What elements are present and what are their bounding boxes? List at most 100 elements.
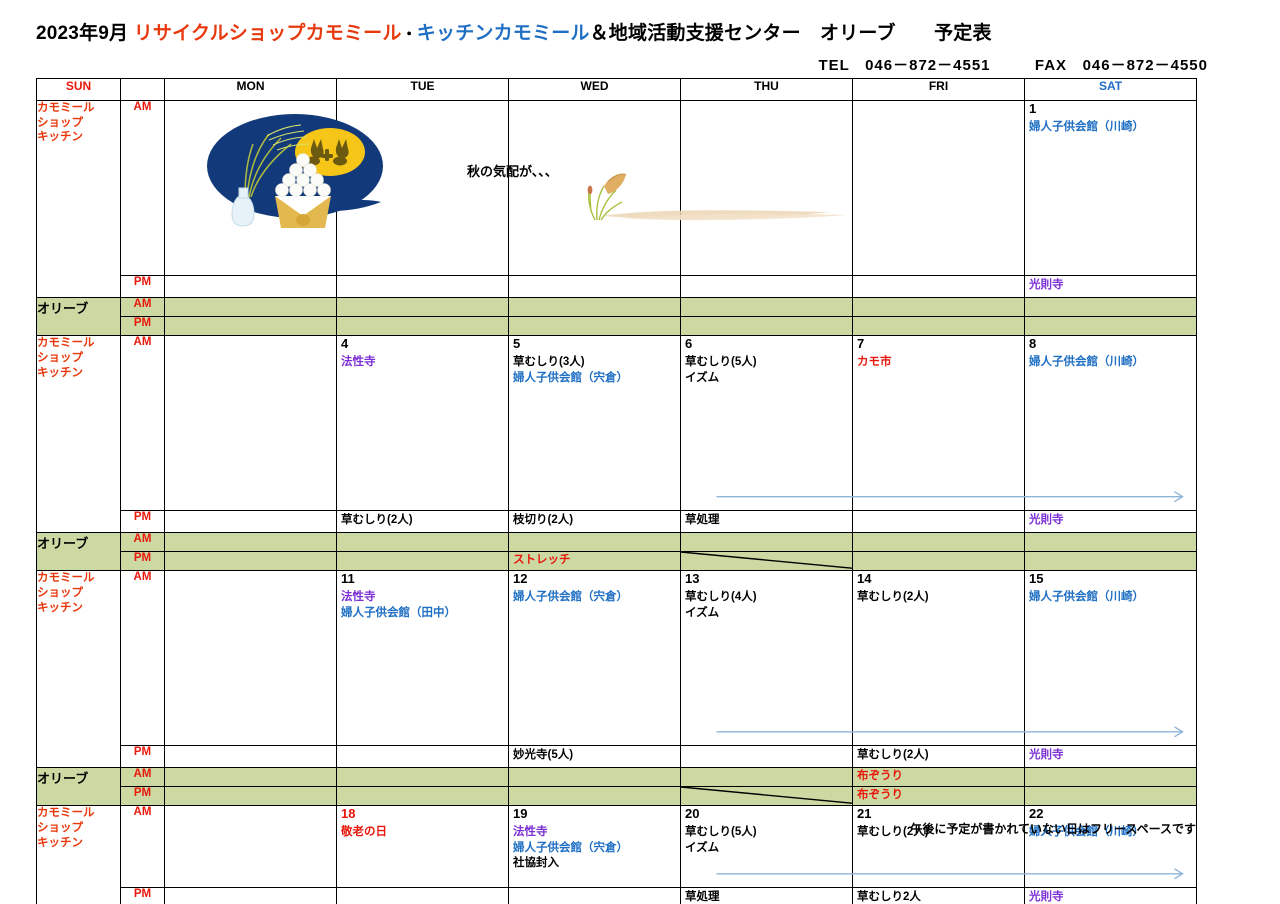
olive-cell-am[interactable] <box>336 297 509 318</box>
event-entry[interactable] <box>510 769 680 771</box>
event-entry[interactable]: 婦人子供会館（宍倉） <box>513 371 628 384</box>
event-entry[interactable]: 法性寺 <box>513 826 548 839</box>
olive-cell-am[interactable] <box>508 767 681 788</box>
event-entry[interactable] <box>510 889 680 891</box>
olive-cell-am[interactable] <box>508 532 681 553</box>
event-entry[interactable]: 法性寺 <box>341 591 376 604</box>
event-entry[interactable] <box>166 889 336 891</box>
olive-cell-pm[interactable] <box>852 316 1025 337</box>
event-entry[interactable]: 光則寺 <box>1029 279 1064 292</box>
event-entry[interactable]: イズム <box>685 371 720 384</box>
event-entry[interactable] <box>510 318 680 320</box>
day-cell-am[interactable]: 5 草むしり(3人) 婦人子供会館（宍倉） <box>508 335 681 512</box>
olive-cell-pm[interactable] <box>164 551 337 572</box>
event-entry[interactable]: 草処理 <box>685 514 720 527</box>
olive-cell-am[interactable] <box>336 767 509 788</box>
day-cell-pm[interactable]: 光則寺 <box>1024 510 1197 534</box>
olive-cell-am[interactable] <box>852 297 1025 318</box>
day-cell-pm[interactable]: 草むしり(2人) <box>336 510 509 534</box>
olive-cell-pm[interactable] <box>680 786 853 807</box>
event-entry[interactable]: 草むしり(2人) <box>857 591 929 604</box>
day-cell-pm[interactable]: 草むしり2人 <box>852 887 1025 904</box>
event-entry[interactable]: 草むしり(4人) <box>685 591 757 604</box>
event-entry[interactable]: 社協封入 <box>513 857 559 870</box>
event-entry[interactable] <box>682 318 852 320</box>
event-entry[interactable]: 枝切り(2人) <box>513 514 574 527</box>
olive-cell-am[interactable] <box>336 532 509 553</box>
event-entry[interactable]: 草むしり(2人) <box>341 514 413 527</box>
day-cell-pm[interactable] <box>164 510 337 534</box>
event-entry[interactable]: 布ぞうり <box>857 770 903 783</box>
event-entry[interactable] <box>682 769 852 771</box>
day-cell-pm[interactable]: 草処理 <box>680 510 853 534</box>
event-entry[interactable]: 草むしり(2人) <box>857 826 929 839</box>
event-entry[interactable] <box>338 277 508 279</box>
event-entry[interactable] <box>510 299 680 301</box>
day-cell-am[interactable] <box>164 570 337 747</box>
event-entry[interactable] <box>338 747 508 749</box>
day-cell-pm[interactable]: 枝切り(2人) <box>508 510 681 534</box>
event-entry[interactable] <box>510 534 680 536</box>
day-cell-pm[interactable]: 光則寺 <box>1024 887 1197 904</box>
event-entry[interactable] <box>682 277 852 279</box>
day-cell-am[interactable] <box>164 805 337 889</box>
event-entry[interactable] <box>338 889 508 891</box>
olive-cell-pm[interactable] <box>1024 316 1197 337</box>
event-entry[interactable] <box>854 553 1024 555</box>
olive-cell-am[interactable] <box>680 767 853 788</box>
event-entry[interactable] <box>1026 318 1196 320</box>
event-entry[interactable] <box>1026 769 1196 771</box>
event-entry[interactable]: カモ市 <box>857 356 892 369</box>
event-entry[interactable]: 婦人子供会館（田中） <box>341 606 456 619</box>
event-entry[interactable] <box>166 769 336 771</box>
event-entry[interactable]: 婦人子供会館（川崎） <box>1029 356 1144 369</box>
day-cell-pm[interactable] <box>680 275 853 299</box>
olive-cell-am[interactable] <box>1024 297 1197 318</box>
day-cell-am[interactable]: 8 婦人子供会館（川崎） <box>1024 335 1197 512</box>
day-cell-pm[interactable]: 光則寺 <box>1024 275 1197 299</box>
day-cell-pm[interactable] <box>164 275 337 299</box>
event-entry[interactable] <box>338 553 508 555</box>
olive-cell-pm[interactable] <box>164 786 337 807</box>
day-cell-am[interactable]: 22 婦人子供会館（川崎） <box>1024 805 1197 889</box>
day-cell-pm[interactable]: 妙光寺(5人) <box>508 745 681 769</box>
event-entry[interactable] <box>682 299 852 301</box>
event-entry[interactable]: 法性寺 <box>341 356 376 369</box>
day-cell-am[interactable] <box>164 335 337 512</box>
event-entry[interactable] <box>854 534 1024 536</box>
day-cell-pm[interactable] <box>852 275 1025 299</box>
day-cell-pm[interactable] <box>508 275 681 299</box>
event-entry[interactable]: 婦人子供会館（宍倉） <box>513 841 628 854</box>
olive-cell-pm[interactable] <box>508 786 681 807</box>
olive-cell-am[interactable] <box>164 767 337 788</box>
event-entry[interactable]: 草むしり(3人) <box>513 356 585 369</box>
olive-cell-pm[interactable] <box>680 551 853 572</box>
event-entry[interactable] <box>854 512 1024 514</box>
event-entry[interactable] <box>166 318 336 320</box>
event-entry[interactable] <box>854 277 1024 279</box>
day-cell-pm[interactable] <box>336 887 509 904</box>
olive-cell-pm[interactable]: 布ぞうり <box>852 786 1025 807</box>
day-cell-am[interactable]: 20 草むしり(5人) イズム <box>680 805 853 889</box>
event-entry[interactable] <box>338 299 508 301</box>
event-entry[interactable]: 敬老の日 <box>341 826 387 839</box>
day-cell-pm[interactable]: 草むしり(2人) <box>852 745 1025 769</box>
event-entry[interactable]: 婦人子供会館（宍倉） <box>513 591 628 604</box>
day-cell-am[interactable]: 21 草むしり(2人) <box>852 805 1025 889</box>
day-cell-am[interactable]: 12 婦人子供会館（宍倉） <box>508 570 681 747</box>
day-cell-pm[interactable] <box>336 745 509 769</box>
day-cell-am[interactable]: 19 法性寺 婦人子供会館（宍倉） 社協封入 <box>508 805 681 889</box>
olive-cell-pm[interactable] <box>1024 786 1197 807</box>
olive-cell-am[interactable] <box>1024 532 1197 553</box>
day-cell-am[interactable]: 15 婦人子供会館（川崎） <box>1024 570 1197 747</box>
event-entry[interactable]: 光則寺 <box>1029 749 1064 762</box>
event-entry[interactable] <box>338 318 508 320</box>
event-entry[interactable] <box>1026 534 1196 536</box>
event-entry[interactable] <box>682 747 852 749</box>
event-entry[interactable]: 草処理 <box>685 891 720 904</box>
event-entry[interactable] <box>854 299 1024 301</box>
event-entry[interactable] <box>854 318 1024 320</box>
event-entry[interactable] <box>1026 788 1196 790</box>
day-cell-pm[interactable]: 光則寺 <box>1024 745 1197 769</box>
event-entry[interactable]: イズム <box>685 841 720 854</box>
